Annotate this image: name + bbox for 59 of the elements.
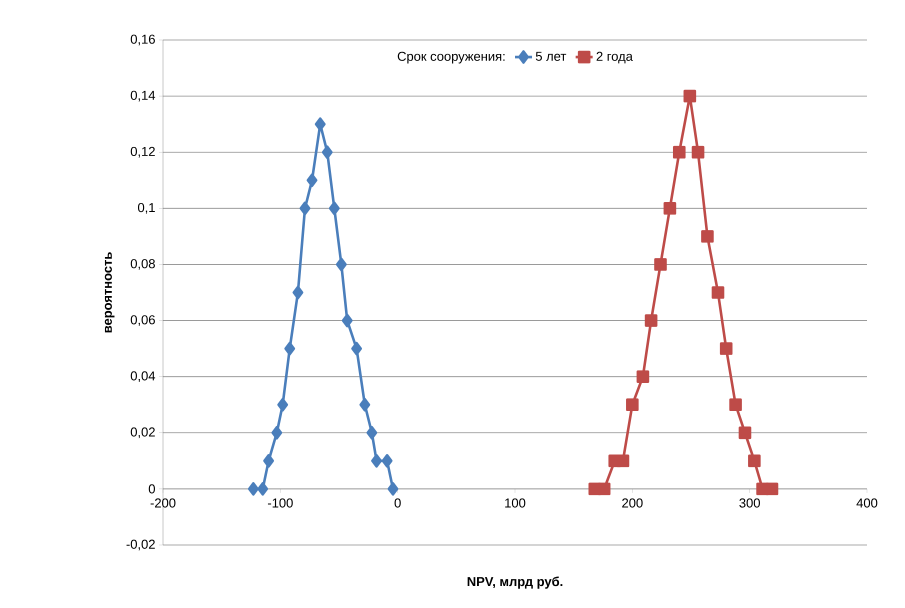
- point: [351, 342, 362, 356]
- point: [672, 146, 686, 159]
- point: [336, 258, 347, 272]
- y-tick-label: 0,08: [130, 259, 155, 270]
- point: [284, 342, 296, 356]
- point: [271, 426, 282, 440]
- point: [306, 173, 318, 188]
- point: [701, 230, 714, 243]
- point: [257, 482, 268, 496]
- point: [738, 426, 752, 440]
- point: [626, 398, 639, 412]
- point: [314, 117, 326, 131]
- x-tick-label: 0: [394, 498, 401, 508]
- legend-label: 2 года: [596, 52, 633, 64]
- point: [616, 454, 630, 468]
- point: [636, 370, 650, 383]
- legend-title: Срок сооружения:: [398, 52, 505, 64]
- x-tick-label: -200: [150, 498, 176, 508]
- point: [684, 90, 696, 102]
- point: [366, 426, 378, 440]
- point: [277, 398, 288, 412]
- x-tick-label: 200: [622, 498, 643, 508]
- point: [712, 286, 724, 299]
- point: [248, 482, 259, 496]
- y-tick-label: 0,04: [130, 371, 156, 382]
- point: [388, 482, 398, 496]
- point: [748, 454, 761, 468]
- point: [664, 202, 676, 215]
- x-tick-label: 300: [739, 498, 760, 508]
- point: [371, 454, 382, 468]
- point: [644, 314, 658, 327]
- point: [263, 454, 274, 468]
- legend-label: 5 лет: [536, 52, 566, 61]
- point: [766, 482, 778, 496]
- x-tick-label: 100: [505, 498, 526, 508]
- y-axis-title: вероятность: [104, 252, 114, 332]
- y-tick-label: 0,12: [130, 146, 155, 158]
- point: [720, 342, 733, 355]
- point: [382, 454, 393, 468]
- point: [328, 202, 340, 216]
- y-tick-label: 0,16: [130, 34, 155, 46]
- x-axis-title: NPV, млрд руб.: [468, 576, 562, 589]
- x-tick-label: -100: [268, 498, 293, 508]
- point: [300, 202, 310, 216]
- point: [359, 398, 370, 412]
- y-tick-label: 0,06: [130, 315, 155, 326]
- point: [322, 145, 333, 160]
- point: [729, 398, 742, 412]
- y-tick-label: -0,02: [126, 540, 155, 550]
- point: [654, 258, 667, 271]
- point: [292, 286, 304, 300]
- point: [598, 482, 610, 496]
- y-tick-label: 0: [148, 484, 155, 494]
- point: [692, 146, 704, 159]
- y-tick-label: 0,02: [130, 427, 155, 438]
- y-tick-label: 0,14: [130, 90, 156, 102]
- x-tick-label: 400: [856, 498, 878, 508]
- y-tick-label: 0,1: [138, 202, 155, 214]
- point: [342, 314, 353, 328]
